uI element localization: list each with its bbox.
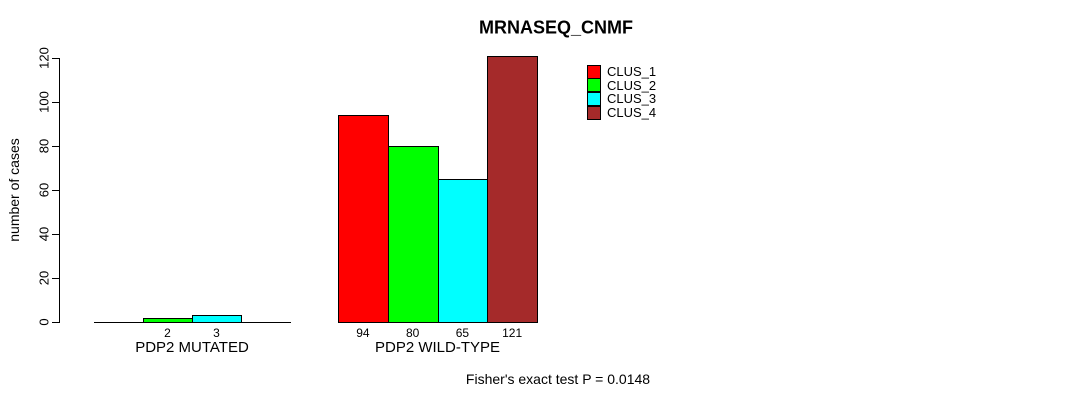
bar-value-label: 121 — [502, 326, 523, 340]
y-axis-tick-mark — [52, 278, 59, 279]
y-axis-tick-mark — [52, 102, 59, 103]
statistical-annotation: Fisher's exact test P = 0.0148 — [465, 371, 651, 387]
y-axis-tick-label: 120 — [36, 47, 52, 69]
bar-clus_2-wild-type — [387, 146, 439, 323]
zero-height-bar-clus_4 — [241, 322, 291, 323]
bar-clus_1-wild-type — [338, 115, 389, 323]
y-axis-tick-label: 100 — [36, 91, 52, 113]
y-axis-line — [59, 58, 60, 323]
chart-title: MRNASEQ_CNMF — [478, 17, 634, 38]
legend-label: CLUS_2 — [607, 77, 657, 93]
bar-value-label: 3 — [213, 326, 220, 340]
bar-clus_3-wild-type — [437, 179, 489, 323]
y-axis-tick-label: 40 — [36, 226, 52, 242]
x-group-label-mutated: PDP2 MUTATED — [135, 339, 249, 356]
y-axis-title: number of cases — [6, 138, 22, 242]
legend-swatch-clus_3 — [587, 91, 601, 106]
bar-value-label: 80 — [405, 326, 420, 340]
legend-label: CLUS_4 — [607, 105, 657, 121]
legend-label: CLUS_3 — [607, 91, 657, 107]
legend-swatch-clus_1 — [587, 64, 601, 79]
zero-height-bar-clus_1 — [94, 322, 144, 323]
legend-item-clus_2: CLUS_2 — [587, 77, 657, 93]
legend-swatch-clus_2 — [587, 78, 601, 93]
legend-item-clus_4: CLUS_4 — [587, 105, 657, 121]
y-axis-tick-label: 20 — [36, 270, 52, 286]
bar-value-label: 2 — [164, 326, 171, 340]
chart-legend: CLUS_1 CLUS_2 CLUS_3 CLUS_4 — [587, 64, 657, 121]
legend-item-clus_1: CLUS_1 — [587, 64, 657, 80]
y-axis-tick-mark — [52, 146, 59, 147]
y-axis-tick-label: 80 — [36, 138, 52, 154]
y-axis-tick-label: 0 — [36, 318, 52, 326]
y-axis-tick-mark — [52, 322, 59, 323]
legend-item-clus_3: CLUS_3 — [587, 91, 657, 107]
legend-label: CLUS_1 — [607, 64, 657, 80]
bar-value-label: 94 — [356, 326, 370, 340]
y-axis-tick-mark — [52, 190, 59, 191]
bar-clus_2-mutated — [143, 318, 193, 323]
y-axis-tick-label: 60 — [36, 182, 52, 198]
y-axis-tick-mark — [52, 58, 59, 59]
x-group-label-wild-type: PDP2 WILD-TYPE — [374, 339, 501, 356]
y-axis-tick-mark — [52, 234, 59, 235]
legend-swatch-clus_4 — [587, 105, 601, 120]
bar-clus_3-mutated — [192, 315, 242, 323]
bar-value-label: 65 — [455, 326, 470, 340]
bar-clus_4-wild-type — [487, 56, 538, 323]
